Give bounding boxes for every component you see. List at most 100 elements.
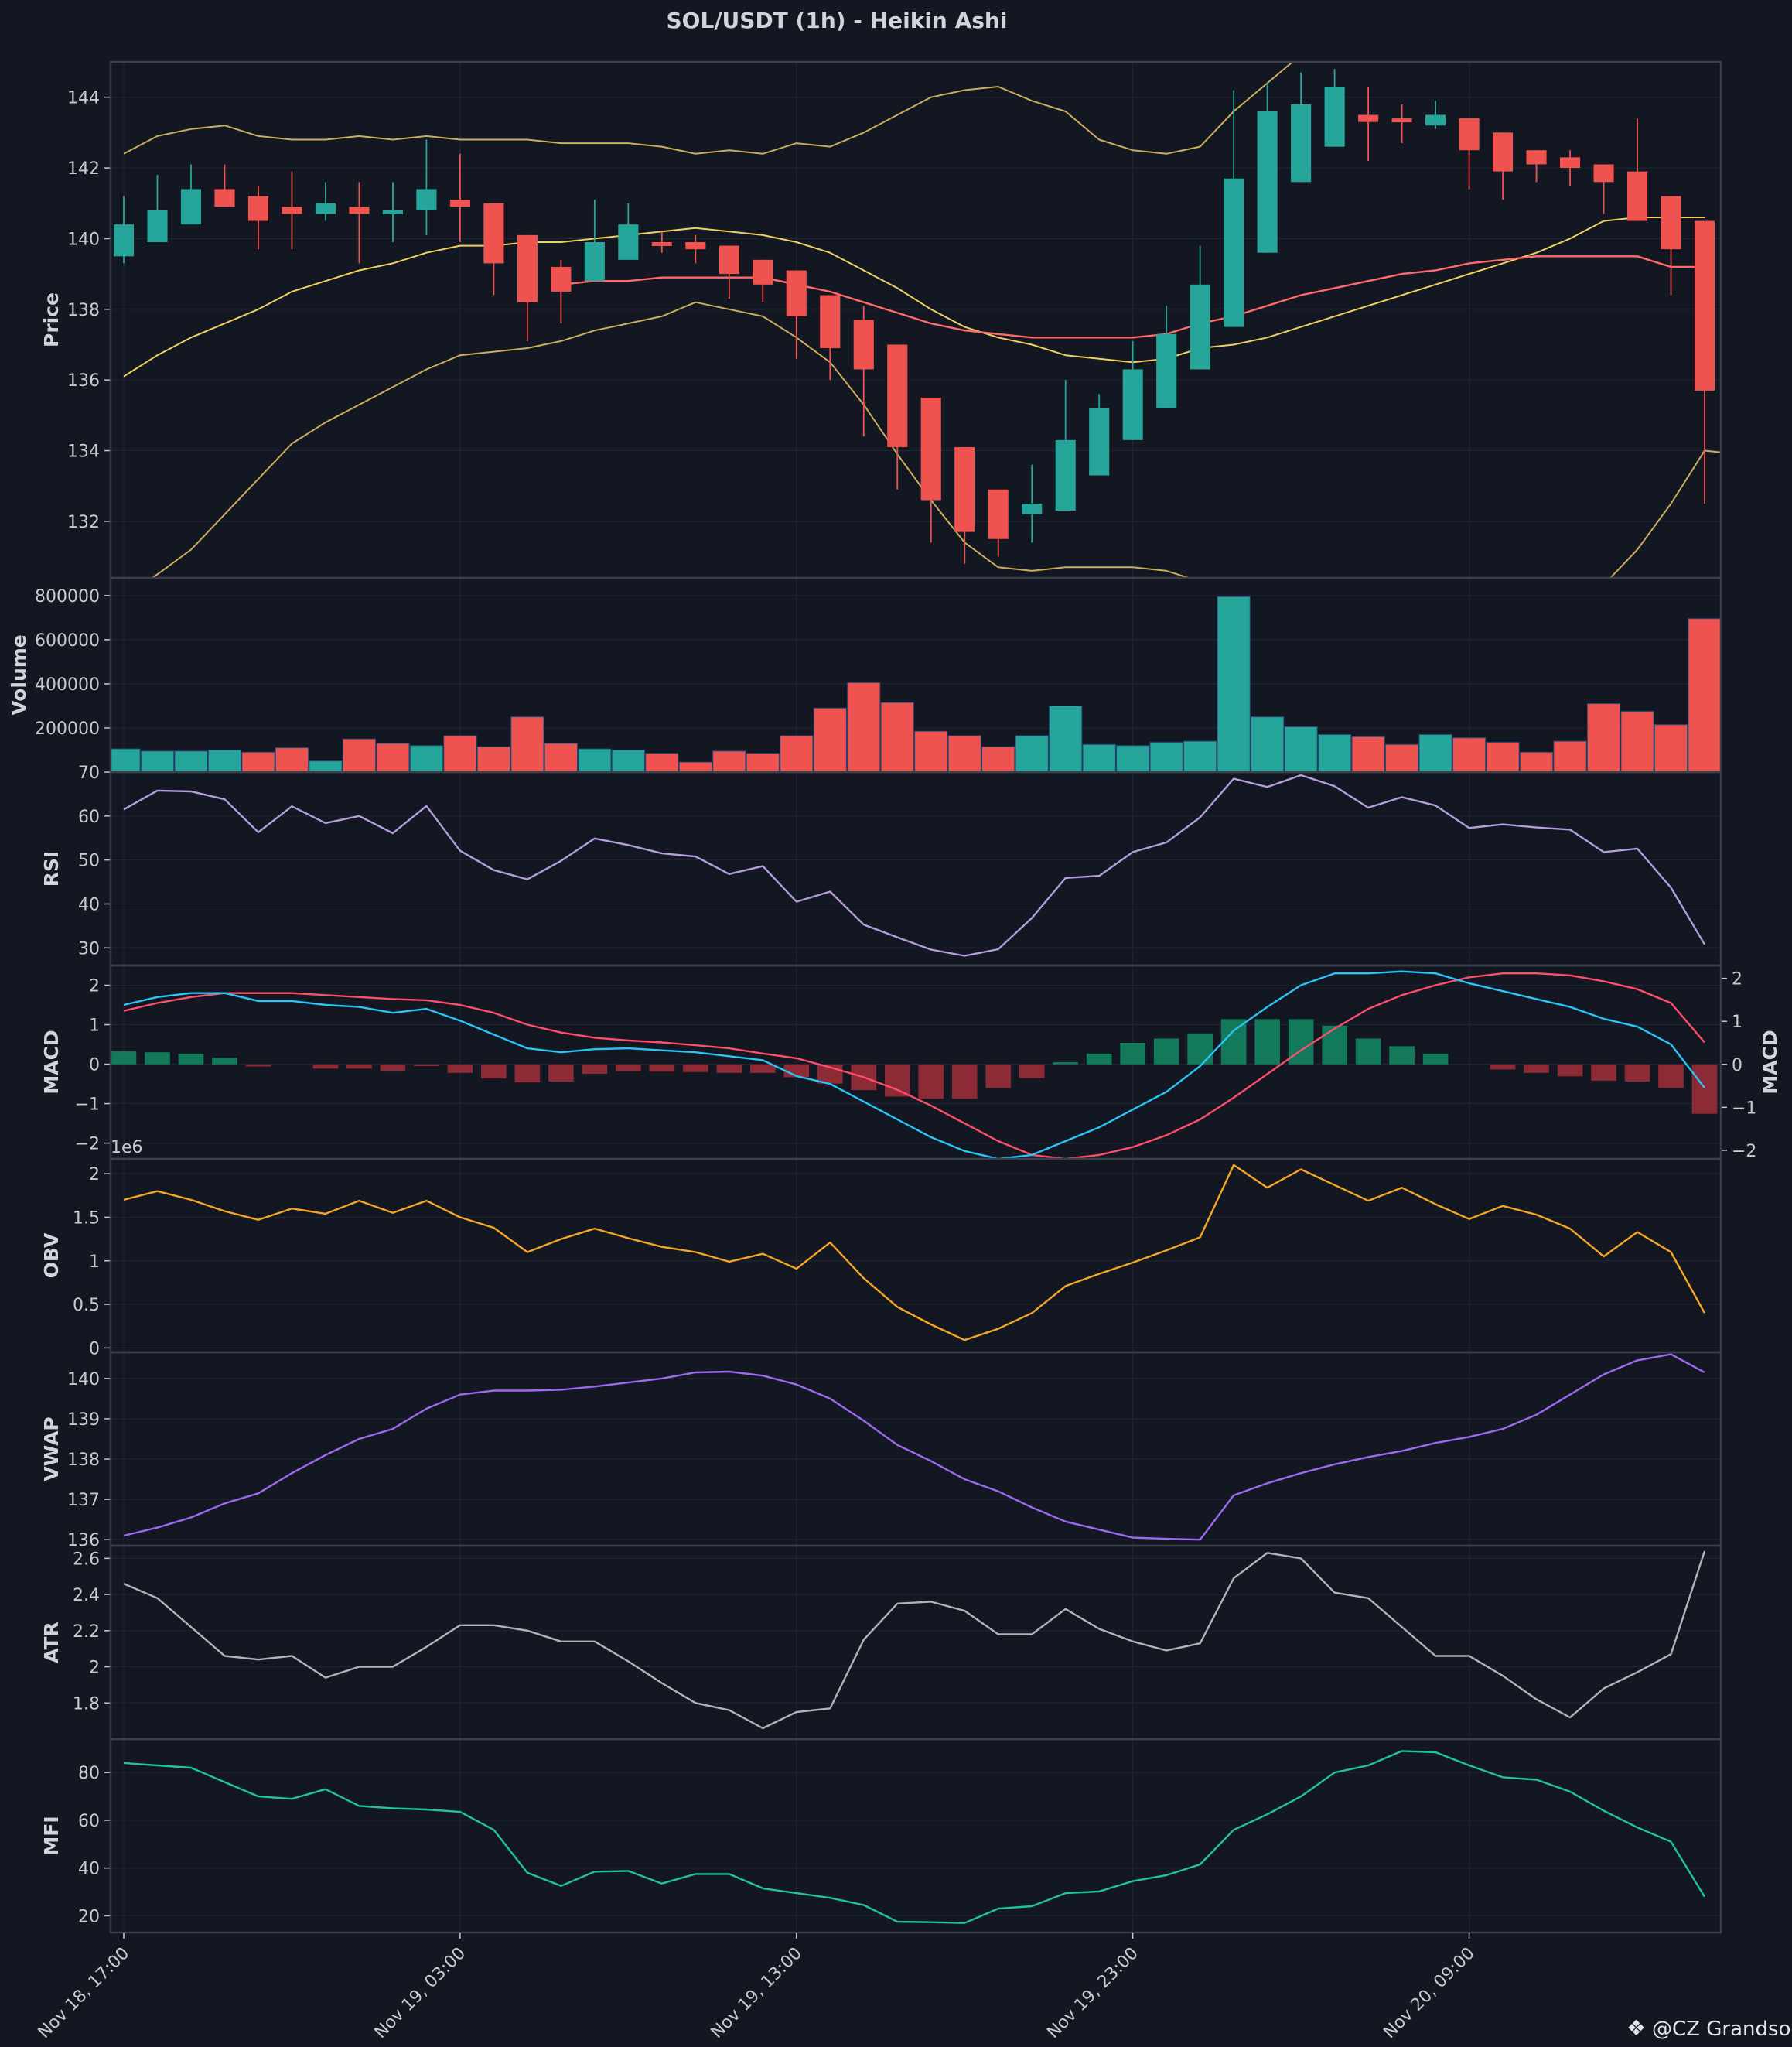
price-ytick-label: 132 xyxy=(67,513,100,532)
macd-histogram-bar xyxy=(145,1052,170,1065)
atr-line xyxy=(123,1550,1706,1730)
volume-bar xyxy=(611,749,645,772)
price-plot-area xyxy=(113,62,1721,578)
price-ylabel: Price xyxy=(40,292,63,347)
macd-right-tick-label: −2 xyxy=(1732,1142,1756,1161)
macd-histogram-bar xyxy=(683,1064,708,1072)
candle-body xyxy=(349,207,370,214)
candle-body xyxy=(551,266,572,292)
macd-histogram-bar xyxy=(514,1064,541,1083)
atr-ylabel: ATR xyxy=(40,1622,63,1663)
volume-bar xyxy=(678,761,712,772)
volume-bar xyxy=(1688,618,1721,772)
candle-body xyxy=(1661,196,1681,250)
price-ytick-label: 140 xyxy=(67,230,100,249)
obv-ylabel: OBV xyxy=(40,1232,63,1278)
candle-body xyxy=(584,241,605,282)
volume-bar xyxy=(443,735,477,772)
volume-bar xyxy=(1183,740,1217,772)
bb-middle-line xyxy=(123,217,1705,378)
watermark-text: @CZ Grandso xyxy=(1652,2018,1790,2041)
mfi-ytick-label: 40 xyxy=(78,1860,100,1879)
rsi-plot-area xyxy=(123,774,1706,957)
macd-histogram-bar xyxy=(1019,1064,1045,1078)
macd-histogram-bar xyxy=(749,1064,776,1073)
vwap-ytick-label: 139 xyxy=(67,1410,100,1430)
macd-ytick-label: 1 xyxy=(89,1017,100,1036)
mfi-frame xyxy=(109,1738,1722,1934)
candle-body xyxy=(416,189,437,210)
volume-ytick-label: 400000 xyxy=(35,675,100,695)
macd-histogram-bar xyxy=(716,1064,742,1073)
candle-body xyxy=(685,241,706,250)
mfi-ytick-label: 80 xyxy=(78,1764,100,1783)
vwap-ylabel: VWAP xyxy=(40,1416,63,1481)
candle-body xyxy=(1626,171,1648,221)
macd-ytick-label: −2 xyxy=(75,1135,100,1154)
macd-histogram-bar xyxy=(649,1064,675,1072)
vwap-line xyxy=(123,1353,1705,1541)
macd-histogram-bar xyxy=(245,1064,271,1067)
candle-body xyxy=(1526,150,1547,165)
macd-histogram-bar xyxy=(1422,1053,1449,1065)
candle-body xyxy=(1694,220,1715,391)
volume-bar xyxy=(342,738,377,772)
rsi-ylabel: RSI xyxy=(40,851,63,887)
volume-ytick-label: 800000 xyxy=(35,587,100,607)
macd-histogram-bar xyxy=(178,1053,204,1065)
atr-ytick-label: 2.2 xyxy=(73,1622,100,1642)
mfi-ytick-label: 60 xyxy=(78,1812,100,1831)
volume-bar xyxy=(1351,736,1385,772)
candle-body xyxy=(1122,369,1143,440)
macd-right-ylabel: MACD xyxy=(1759,1030,1781,1094)
macd-histogram-bar xyxy=(380,1064,406,1071)
candle-body xyxy=(1224,178,1244,327)
obv-ytick-label: 0 xyxy=(89,1339,100,1358)
price-panel: 132 134 136 138 140 142 144 Price xyxy=(40,60,1722,579)
macd-line xyxy=(123,970,1705,1159)
rsi-panel: 30 40 50 60 70 RSI xyxy=(40,764,1722,967)
volume-bar xyxy=(241,751,275,772)
candle-body xyxy=(180,189,202,225)
vwap-ytick-label: 136 xyxy=(67,1531,100,1550)
candle-body xyxy=(1459,118,1480,151)
rsi-ytick-label: 60 xyxy=(78,808,100,827)
vwap-ytick-label: 137 xyxy=(67,1491,100,1510)
volume-bar xyxy=(1385,743,1419,772)
volume-bar xyxy=(947,735,981,772)
rsi-line xyxy=(123,774,1706,957)
volume-bar xyxy=(1049,705,1083,772)
candle-body xyxy=(753,259,773,285)
macd-right-tick-label: 2 xyxy=(1732,970,1743,989)
obv-plot-area xyxy=(123,1164,1706,1341)
moving-average-line xyxy=(561,255,1705,339)
macd-histogram-bar xyxy=(884,1064,910,1097)
volume-bar xyxy=(712,750,746,772)
obv-ytick-label: 1.5 xyxy=(73,1208,100,1228)
macd-histogram-bar xyxy=(548,1064,574,1082)
macd-ylabel: MACD xyxy=(40,1030,63,1094)
volume-bar xyxy=(645,753,679,772)
volume-bar xyxy=(1486,741,1520,772)
obv-ytick-label: 1 xyxy=(89,1252,100,1272)
volume-ytick-label: 200000 xyxy=(35,719,100,739)
mfi-ytick-label: 20 xyxy=(78,1907,100,1926)
macd-histogram-bar xyxy=(1490,1064,1516,1070)
volume-bar xyxy=(1116,745,1150,772)
rsi-ytick-label: 50 xyxy=(78,852,100,871)
volume-bar xyxy=(1452,737,1487,772)
volume-bar xyxy=(813,707,847,772)
vwap-plot-area xyxy=(123,1353,1705,1541)
chart-title: SOL/USDT (1h) - Heikin Ashi xyxy=(667,8,1008,33)
macd-ytick-label: 2 xyxy=(89,977,100,996)
candle-body xyxy=(887,344,908,447)
macd-histogram-bar xyxy=(1691,1064,1718,1114)
price-ytick-label: 138 xyxy=(67,301,100,320)
macd-histogram-bar xyxy=(111,1051,137,1065)
atr-plot-area xyxy=(123,1550,1706,1730)
volume-bar xyxy=(1318,734,1352,772)
candle-body xyxy=(786,270,807,316)
macd-histogram-bar xyxy=(447,1064,473,1073)
volume-bar xyxy=(275,747,309,772)
